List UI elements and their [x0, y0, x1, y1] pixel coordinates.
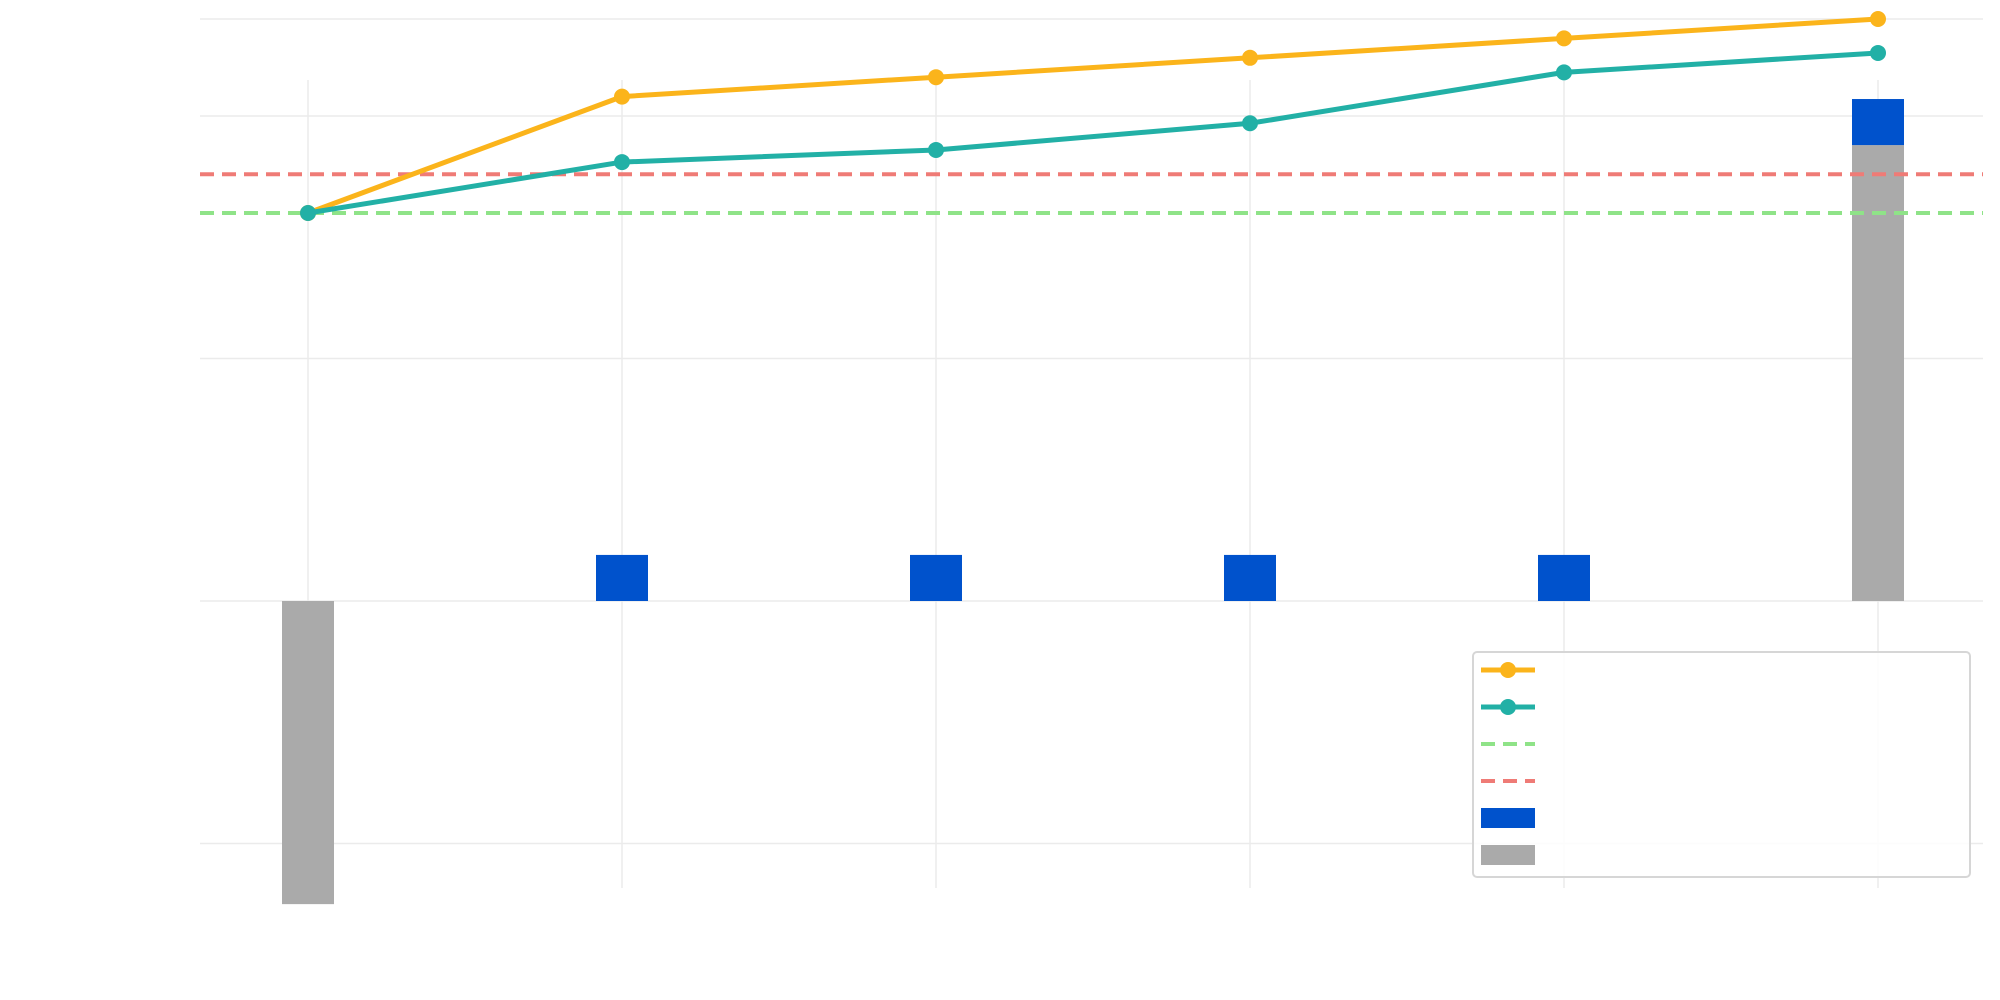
bar [1538, 554, 1590, 601]
data-point [1242, 115, 1258, 132]
bar [596, 554, 648, 601]
data-point [928, 69, 944, 86]
data-point [1870, 44, 1886, 61]
data-point [1556, 30, 1572, 47]
series-line [307, 16, 1879, 216]
bar [1852, 99, 1904, 146]
data-point [614, 154, 630, 171]
legend-marker-handle [1500, 662, 1516, 678]
data-point [614, 88, 630, 105]
legend-swatch [1481, 845, 1535, 865]
series-lines [300, 11, 1886, 221]
legend-swatch [1481, 808, 1535, 828]
legend-items [1481, 662, 1535, 865]
legend [1472, 651, 1971, 878]
legend-marker-handle [1500, 699, 1516, 715]
bar [910, 554, 962, 601]
data-point [928, 141, 944, 158]
bar [1852, 145, 1904, 601]
data-point [300, 205, 316, 221]
bars [282, 99, 1904, 905]
series-line [307, 50, 1879, 216]
data-point [1870, 11, 1886, 27]
data-point [1556, 64, 1572, 81]
reference-lines [200, 172, 1983, 215]
legend-box [1472, 651, 1971, 878]
data-point [1242, 49, 1258, 66]
bar [282, 601, 334, 905]
bar [1224, 554, 1276, 601]
